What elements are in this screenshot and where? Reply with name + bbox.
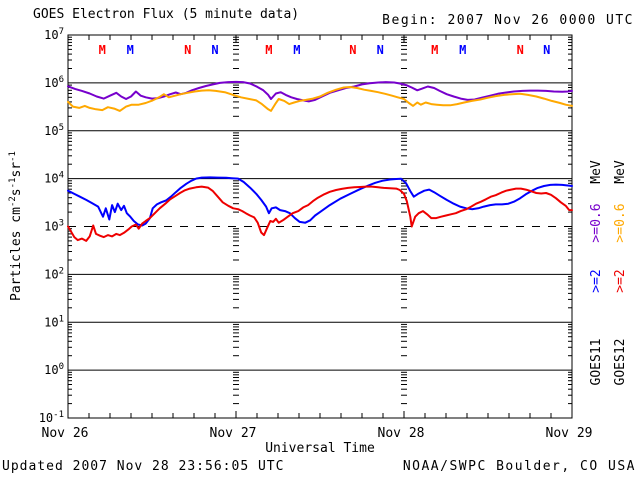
- satellite-marker-n: N: [184, 43, 191, 57]
- legend-label--0.6: >=0.6: [589, 203, 604, 242]
- legend-label-mev: MeV: [589, 160, 604, 184]
- day-boundary-line: [233, 36, 239, 405]
- legend-label-goes12: GOES12: [613, 339, 628, 386]
- y-tick-label: 102: [44, 266, 64, 281]
- satellite-marker-n: N: [543, 43, 550, 57]
- x-tick-label: Nov 26: [42, 426, 89, 441]
- day-boundary-line: [401, 36, 407, 405]
- y-tick-label: 101: [44, 314, 64, 329]
- satellite-marker-m: M: [265, 43, 272, 57]
- x-axis-title: Universal Time: [265, 441, 375, 456]
- legend-label-mev: MeV: [613, 160, 628, 184]
- y-tick-label: 104: [44, 171, 64, 186]
- x-tick-label: Nov 28: [378, 426, 425, 441]
- satellite-marker-n: N: [517, 43, 524, 57]
- series-line-goes11-2-mev: [67, 176, 573, 227]
- satellite-marker-n: N: [377, 43, 384, 57]
- series-line-goes12-0.6-mev: [67, 86, 573, 112]
- legend-label-goes11: GOES11: [589, 339, 604, 386]
- gridlines: [68, 82, 572, 371]
- y-tick-label: 107: [44, 27, 64, 42]
- begin-time-label: Begin: 2007 Nov 26 0000 UTC: [382, 13, 634, 28]
- page-title: GOES Electron Flux (5 minute data): [33, 7, 300, 22]
- axis-ticks: [68, 35, 572, 418]
- y-tick-label: 105: [44, 123, 64, 138]
- series-line-goes12-2-mev: [67, 185, 573, 242]
- satellite-marker-n: N: [349, 43, 356, 57]
- data-source-label: NOAA/SWPC Boulder, CO USA: [402, 459, 636, 474]
- legend-label--0.6: >=0.6: [613, 203, 628, 242]
- y-tick-label: 10-1: [39, 410, 64, 425]
- satellite-marker-m: M: [459, 43, 466, 57]
- updated-timestamp: Updated 2007 Nov 28 23:56:05 UTC: [2, 459, 285, 474]
- plot-frame: [67, 34, 573, 419]
- series-line-goes11-0.6-mev: [67, 80, 573, 103]
- satellite-marker-m: M: [431, 43, 438, 57]
- y-tick-label: 106: [44, 75, 64, 90]
- x-tick-label: Nov 27: [210, 426, 257, 441]
- satellite-marker-m: M: [293, 43, 300, 57]
- y-tick-label: 100: [44, 362, 64, 377]
- satellite-marker-m: M: [127, 43, 134, 57]
- y-tick-label: 103: [44, 219, 64, 234]
- satellite-marker-n: N: [211, 43, 218, 57]
- y-axis-title: Particles cm-2s-1sr-1: [8, 151, 24, 301]
- satellite-marker-m: M: [99, 43, 106, 57]
- x-tick-label: Nov 29: [546, 426, 593, 441]
- legend-label--2: >=2: [589, 269, 604, 292]
- legend-label--2: >=2: [613, 269, 628, 292]
